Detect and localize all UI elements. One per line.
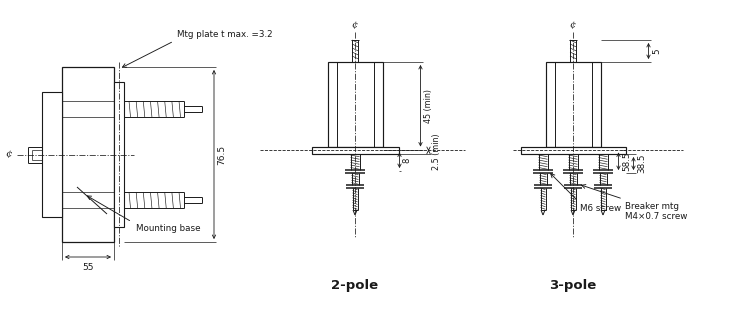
- Text: 76.5: 76.5: [217, 144, 226, 165]
- Text: 55: 55: [82, 263, 94, 272]
- Text: 5: 5: [652, 48, 662, 54]
- Text: M6 screw: M6 screw: [580, 204, 621, 213]
- Bar: [114, 82, 124, 227]
- Bar: [62, 67, 114, 242]
- Bar: [545, 62, 601, 147]
- Bar: [520, 147, 626, 154]
- Text: 3-pole: 3-pole: [549, 279, 597, 292]
- Text: 38.5: 38.5: [638, 154, 646, 173]
- Text: ¢: ¢: [352, 21, 358, 30]
- Bar: [42, 92, 62, 217]
- Text: 45 (min): 45 (min): [424, 89, 433, 123]
- Text: Mtg plate t max. =3.2: Mtg plate t max. =3.2: [177, 30, 273, 39]
- Bar: [328, 62, 382, 147]
- Text: ¢: ¢: [5, 150, 12, 159]
- Text: Mounting base: Mounting base: [136, 224, 200, 233]
- Text: 58.5: 58.5: [622, 152, 632, 171]
- Text: 2.5 (min): 2.5 (min): [431, 133, 440, 170]
- Text: 8: 8: [403, 157, 412, 163]
- Text: ¢: ¢: [570, 21, 576, 30]
- Text: Breaker mtg
M4×0.7 screw: Breaker mtg M4×0.7 screw: [625, 202, 687, 221]
- Text: 2-pole: 2-pole: [332, 279, 379, 292]
- Bar: [311, 147, 398, 154]
